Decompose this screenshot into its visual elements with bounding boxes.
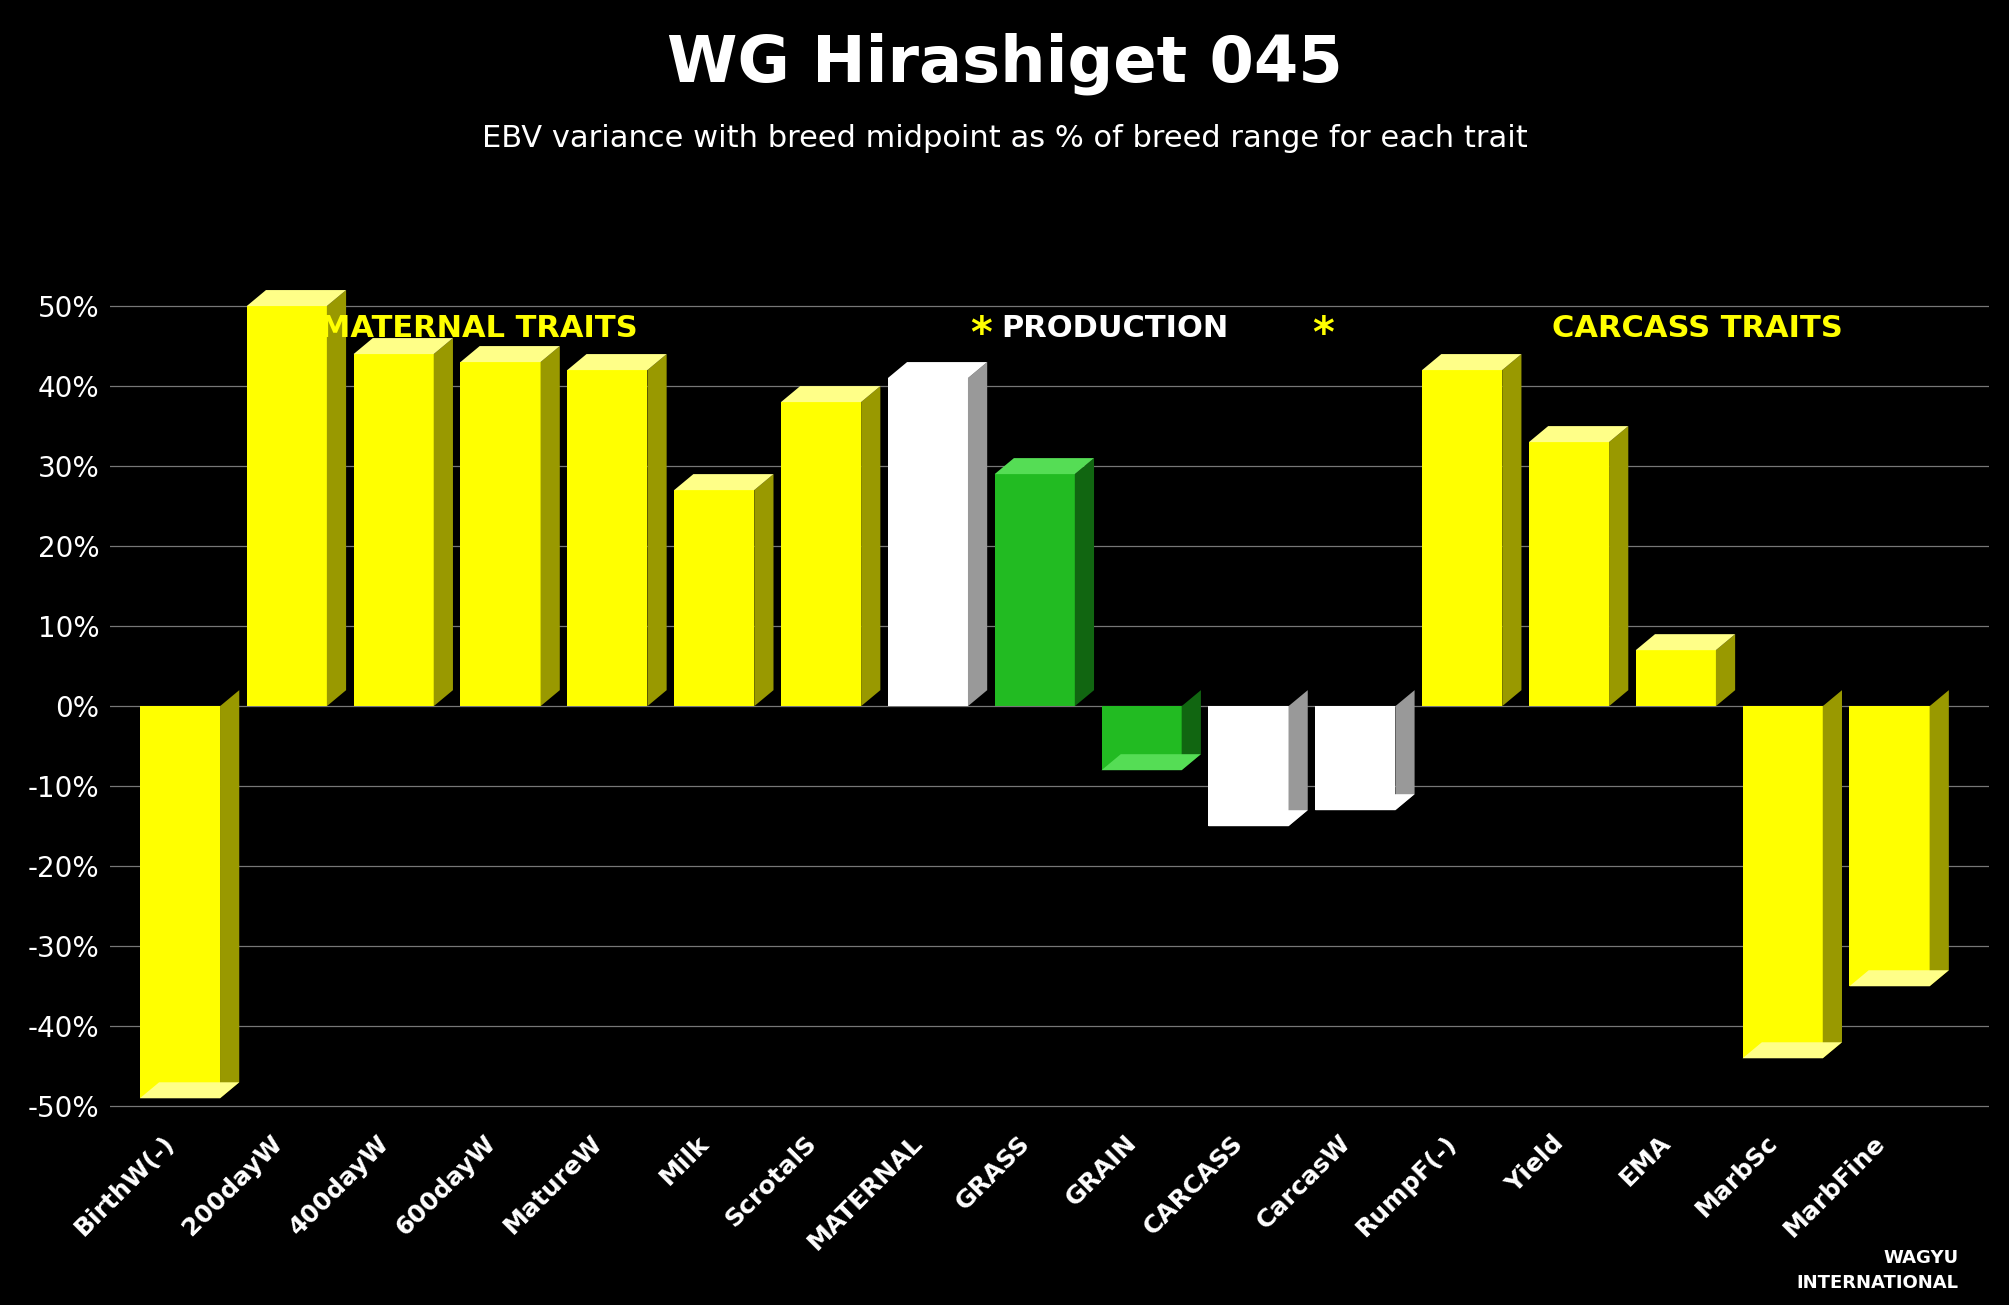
Polygon shape bbox=[753, 474, 773, 706]
Polygon shape bbox=[1850, 706, 1929, 987]
Text: PRODUCTION: PRODUCTION bbox=[1000, 315, 1230, 343]
Polygon shape bbox=[1929, 690, 1949, 987]
Polygon shape bbox=[1075, 458, 1095, 706]
Polygon shape bbox=[1529, 427, 1627, 442]
Polygon shape bbox=[1181, 690, 1201, 770]
Polygon shape bbox=[1101, 754, 1201, 770]
Polygon shape bbox=[567, 354, 667, 371]
Polygon shape bbox=[434, 338, 452, 706]
Polygon shape bbox=[1101, 706, 1181, 770]
Polygon shape bbox=[141, 706, 221, 1099]
Polygon shape bbox=[862, 386, 880, 706]
Polygon shape bbox=[460, 361, 540, 706]
Polygon shape bbox=[1316, 706, 1396, 810]
Text: MATERNAL TRAITS: MATERNAL TRAITS bbox=[319, 315, 639, 343]
Polygon shape bbox=[1207, 810, 1308, 826]
Polygon shape bbox=[888, 378, 968, 706]
Polygon shape bbox=[1503, 354, 1521, 706]
Text: CARCASS TRAITS: CARCASS TRAITS bbox=[1551, 315, 1842, 343]
Polygon shape bbox=[647, 354, 667, 706]
Polygon shape bbox=[1742, 706, 1822, 1058]
Polygon shape bbox=[1609, 427, 1627, 706]
Polygon shape bbox=[1396, 690, 1414, 810]
Text: WG Hirashiget 045: WG Hirashiget 045 bbox=[667, 33, 1342, 95]
Polygon shape bbox=[247, 290, 346, 307]
Polygon shape bbox=[1422, 371, 1503, 706]
Polygon shape bbox=[675, 491, 753, 706]
Polygon shape bbox=[327, 290, 346, 706]
Text: *: * bbox=[970, 315, 992, 356]
Polygon shape bbox=[782, 402, 862, 706]
Polygon shape bbox=[968, 361, 986, 706]
Polygon shape bbox=[567, 371, 647, 706]
Polygon shape bbox=[1635, 634, 1736, 650]
Polygon shape bbox=[1850, 970, 1949, 987]
Polygon shape bbox=[1288, 690, 1308, 826]
Polygon shape bbox=[1822, 690, 1842, 1058]
Polygon shape bbox=[1635, 650, 1716, 706]
Polygon shape bbox=[354, 338, 452, 354]
Polygon shape bbox=[1316, 795, 1414, 810]
Polygon shape bbox=[247, 307, 327, 706]
Polygon shape bbox=[1716, 634, 1736, 706]
Text: EBV variance with breed midpoint as % of breed range for each trait: EBV variance with breed midpoint as % of… bbox=[482, 124, 1527, 153]
Polygon shape bbox=[675, 474, 773, 491]
Text: *: * bbox=[1312, 315, 1334, 356]
Polygon shape bbox=[460, 346, 561, 361]
Polygon shape bbox=[994, 458, 1095, 474]
Polygon shape bbox=[888, 361, 986, 378]
Polygon shape bbox=[1207, 706, 1288, 826]
Polygon shape bbox=[141, 1082, 239, 1099]
Polygon shape bbox=[1742, 1043, 1842, 1058]
Text: WAGYU
INTERNATIONAL: WAGYU INTERNATIONAL bbox=[1796, 1249, 1959, 1292]
Polygon shape bbox=[1422, 354, 1521, 371]
Polygon shape bbox=[354, 354, 434, 706]
Polygon shape bbox=[540, 346, 561, 706]
Polygon shape bbox=[782, 386, 880, 402]
Polygon shape bbox=[994, 474, 1075, 706]
Polygon shape bbox=[221, 690, 239, 1099]
Polygon shape bbox=[1529, 442, 1609, 706]
